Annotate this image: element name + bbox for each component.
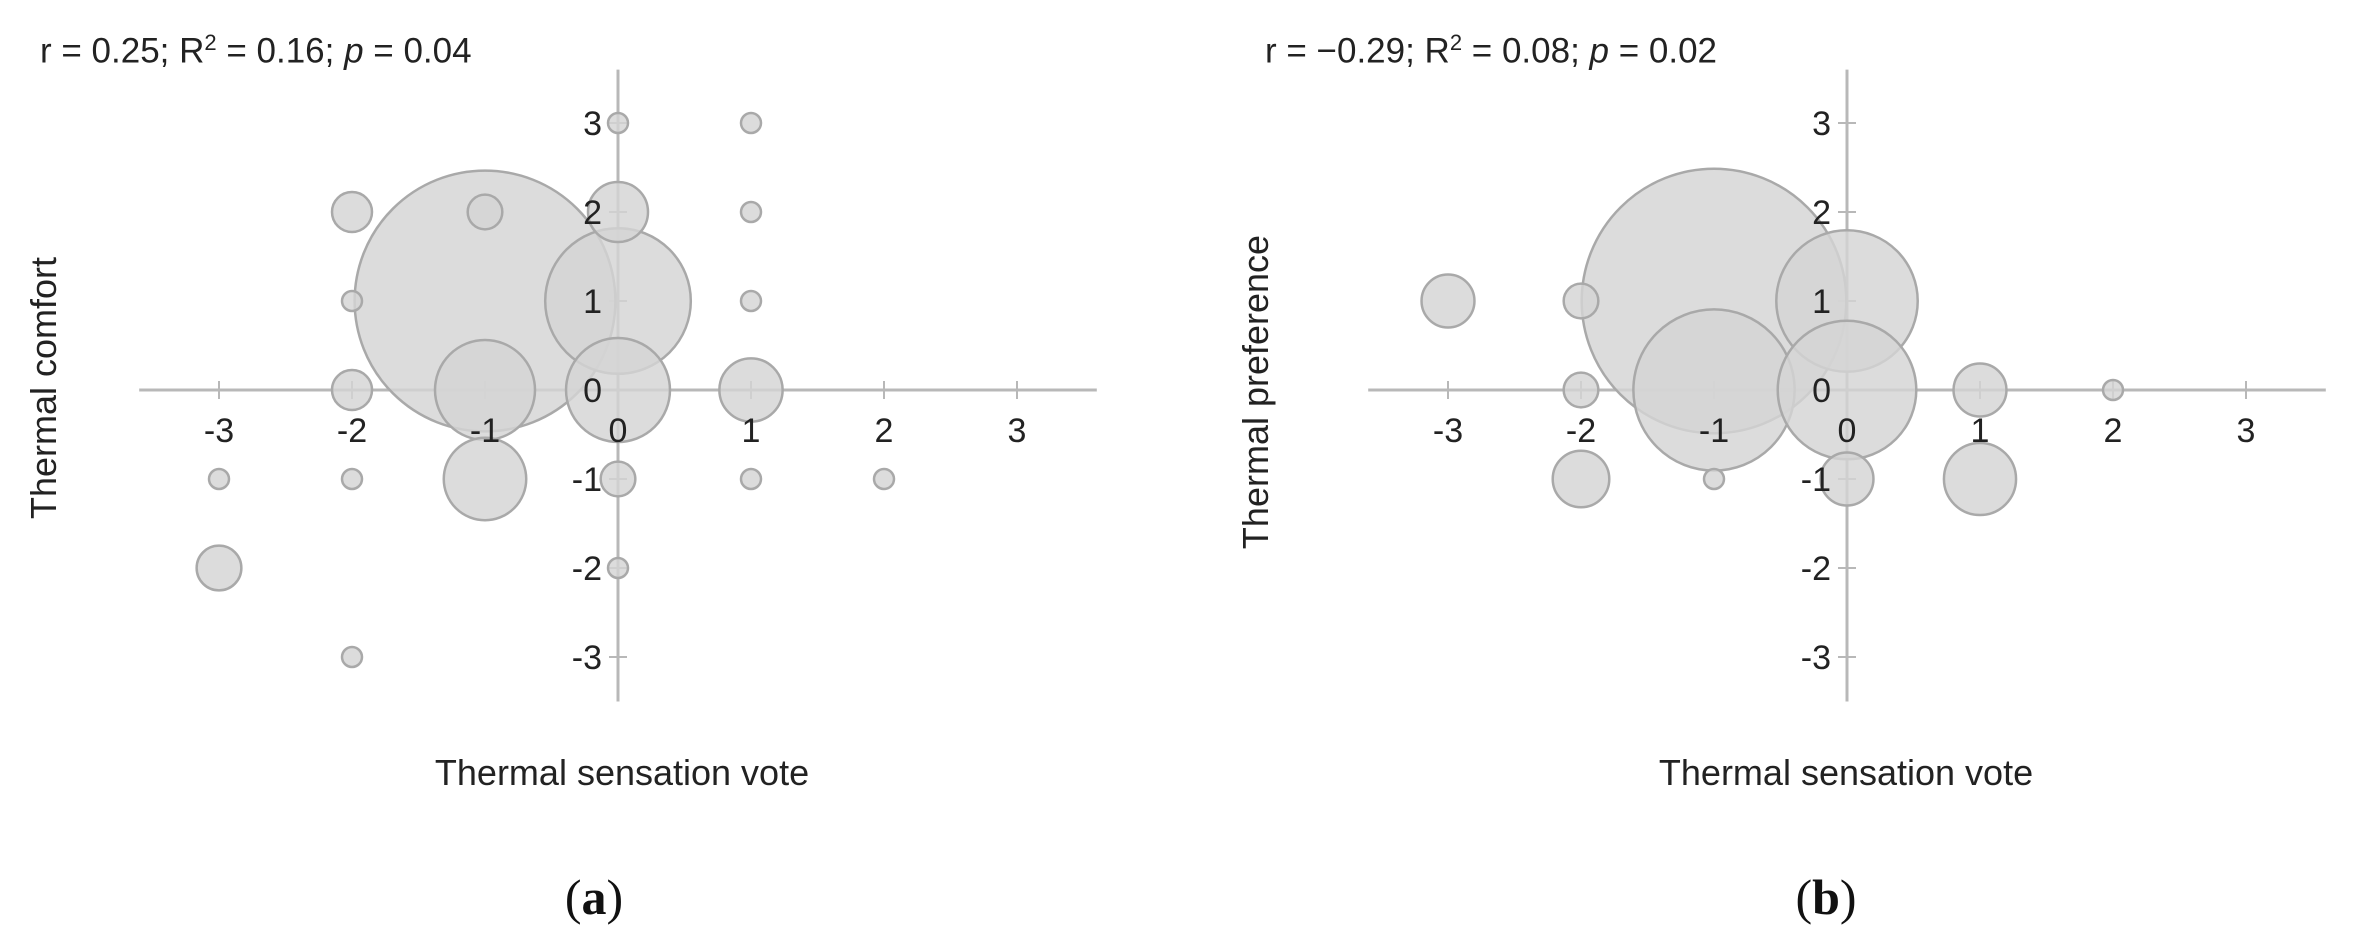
x-tick-label: -3 xyxy=(204,412,234,450)
data-bubble xyxy=(1952,362,2008,418)
y-axis-label: Thermal preference xyxy=(1235,234,1276,550)
data-bubble xyxy=(739,289,763,313)
data-bubble xyxy=(1942,441,2018,517)
panel-caption: (a) xyxy=(564,869,624,925)
x-tick-label: -1 xyxy=(1699,412,1729,450)
data-bubble xyxy=(739,467,763,491)
data-bubble xyxy=(1819,451,1875,507)
x-tick-label: 2 xyxy=(2104,412,2123,450)
chart-panel-b: r = −0.29; R2 = 0.08; p = 0.02 -3 -2 -1 0 1 2… xyxy=(1190,0,2379,951)
y-tick-label: -1 xyxy=(1801,461,1831,499)
y-tick-label: 2 xyxy=(1812,194,1831,232)
data-bubble xyxy=(1562,282,1600,320)
data-bubble xyxy=(2101,378,2125,402)
y-tick-label: 1 xyxy=(1812,283,1831,321)
stats-annotation: r = −0.29; R2 = 0.08; p = 0.02 xyxy=(1265,30,1718,71)
y-tick-label: 0 xyxy=(1812,372,1831,410)
data-bubble xyxy=(872,467,896,491)
x-tick-label: 3 xyxy=(2237,412,2256,450)
x-tick-label: 0 xyxy=(609,412,628,450)
data-bubble xyxy=(606,556,630,580)
data-bubble xyxy=(330,190,374,234)
chart-panel-a: r = 0.25; R2 = 0.16; p = 0.04 -3 -2 -1 0 1 2 3… xyxy=(0,0,1189,951)
panel-caption: (b) xyxy=(1795,869,1857,925)
y-tick-label: -1 xyxy=(572,461,602,499)
data-bubble xyxy=(340,289,364,313)
x-tick-label: -1 xyxy=(470,412,500,450)
y-tick-label: 2 xyxy=(583,194,602,232)
y-axis-label: Thermal comfort xyxy=(23,256,64,520)
data-bubble xyxy=(564,336,672,444)
y-tick-label: 1 xyxy=(583,283,602,321)
data-bubble xyxy=(1420,273,1476,329)
data-bubble xyxy=(340,467,364,491)
x-tick-label: 1 xyxy=(742,412,761,450)
data-bubble xyxy=(1702,467,1726,491)
x-tick-label: -3 xyxy=(1433,412,1463,450)
x-axis-label: Thermal sensation vote xyxy=(434,752,810,793)
data-bubble xyxy=(1562,371,1600,409)
x-tick-label: -2 xyxy=(337,412,367,450)
y-tick-label: 3 xyxy=(583,105,602,143)
x-tick-label: 0 xyxy=(1838,412,1857,450)
data-bubble xyxy=(718,357,784,423)
data-bubble xyxy=(340,645,364,669)
data-bubble xyxy=(1551,449,1611,509)
x-tick-label: 1 xyxy=(1971,412,1990,450)
data-bubble xyxy=(606,111,630,135)
y-tick-label: 3 xyxy=(1812,105,1831,143)
data-bubble xyxy=(599,460,637,498)
y-tick-label: -3 xyxy=(572,639,602,677)
x-axis-label: Thermal sensation vote xyxy=(1658,752,2034,793)
data-bubble xyxy=(586,180,650,244)
x-tick-label: 3 xyxy=(1008,412,1027,450)
x-tick-label: -2 xyxy=(1566,412,1596,450)
data-bubble xyxy=(739,111,763,135)
x-tick-label: 2 xyxy=(875,412,894,450)
data-bubble xyxy=(195,544,243,592)
data-bubble xyxy=(330,368,374,412)
y-tick-label: 0 xyxy=(583,372,602,410)
y-tick-label: -2 xyxy=(572,550,602,588)
data-bubble xyxy=(207,467,231,491)
stats-annotation: r = 0.25; R2 = 0.16; p = 0.04 xyxy=(40,30,472,71)
y-tick-label: -2 xyxy=(1801,550,1831,588)
data-bubble xyxy=(739,200,763,224)
data-bubble xyxy=(466,193,504,231)
y-tick-label: -3 xyxy=(1801,639,1831,677)
data-bubble xyxy=(442,436,528,522)
